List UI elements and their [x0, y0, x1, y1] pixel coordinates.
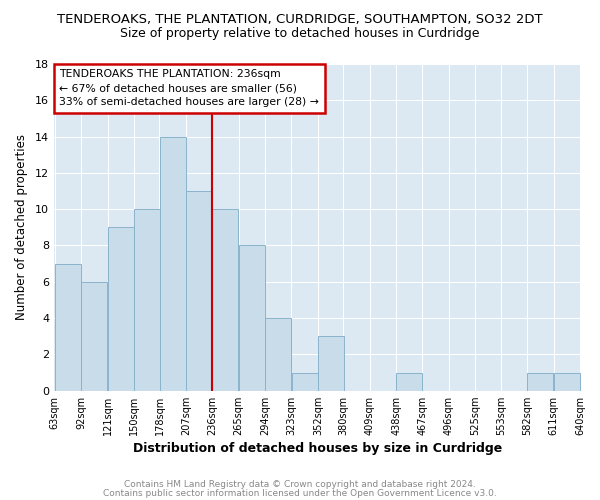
Bar: [212, 209, 238, 390]
Bar: [397, 372, 422, 390]
Text: TENDEROAKS THE PLANTATION: 236sqm
← 67% of detached houses are smaller (56)
33% : TENDEROAKS THE PLANTATION: 236sqm ← 67% …: [59, 70, 319, 108]
Bar: [318, 336, 344, 390]
Text: TENDEROAKS, THE PLANTATION, CURDRIDGE, SOUTHAMPTON, SO32 2DT: TENDEROAKS, THE PLANTATION, CURDRIDGE, S…: [57, 12, 543, 26]
Bar: [55, 264, 81, 390]
Text: Contains public sector information licensed under the Open Government Licence v3: Contains public sector information licen…: [103, 488, 497, 498]
Bar: [134, 209, 160, 390]
Y-axis label: Number of detached properties: Number of detached properties: [15, 134, 28, 320]
Bar: [108, 228, 134, 390]
Text: Size of property relative to detached houses in Curdridge: Size of property relative to detached ho…: [120, 28, 480, 40]
Bar: [554, 372, 580, 390]
Bar: [239, 246, 265, 390]
Bar: [82, 282, 107, 391]
X-axis label: Distribution of detached houses by size in Curdridge: Distribution of detached houses by size …: [133, 442, 502, 455]
Bar: [527, 372, 553, 390]
Bar: [292, 372, 317, 390]
Text: Contains HM Land Registry data © Crown copyright and database right 2024.: Contains HM Land Registry data © Crown c…: [124, 480, 476, 489]
Bar: [160, 136, 185, 390]
Bar: [186, 191, 212, 390]
Bar: [265, 318, 291, 390]
